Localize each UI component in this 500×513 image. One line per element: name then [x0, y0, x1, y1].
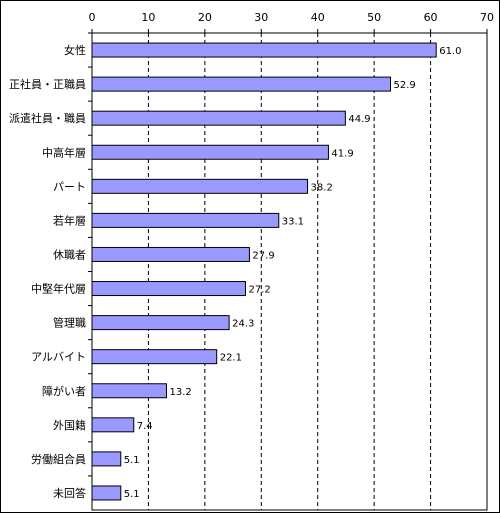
category-label: アルバイト [31, 351, 86, 364]
bar [91, 76, 392, 92]
bar [91, 417, 135, 433]
x-tick-label: 40 [311, 11, 325, 24]
category-label: 管理職 [53, 316, 86, 330]
data-label: 13.2 [169, 387, 191, 398]
bar [91, 485, 122, 501]
data-label: 22.1 [220, 353, 242, 364]
bar [91, 144, 329, 160]
category-label: 外国籍 [53, 418, 86, 432]
data-label: 41.9 [331, 148, 353, 159]
category-label: 派遣社員・職員 [9, 111, 86, 125]
category-label: 女性 [64, 43, 86, 57]
bar [91, 246, 250, 262]
bar [91, 383, 167, 399]
category-label: 休職者 [53, 248, 86, 261]
bar [91, 212, 280, 228]
x-tick-label: 70 [480, 11, 494, 24]
category-label: 中堅年代層 [31, 282, 86, 296]
data-labels: 61.0 52.9 44.9 41.9 38.2 33.1 27.9 27.2 24.3 22.1… [124, 46, 462, 500]
bar [91, 110, 346, 126]
bar [91, 281, 246, 297]
x-axis-ticks: 0 10 20 30 40 50 60 70 [89, 11, 494, 33]
category-label: 障がい者 [42, 384, 86, 398]
data-label: 24.3 [232, 319, 254, 330]
x-tick-label: 60 [424, 11, 438, 24]
data-label: 52.9 [394, 80, 416, 91]
x-tick-label: 50 [367, 11, 381, 24]
data-label: 5.1 [124, 489, 140, 500]
x-tick-label: 0 [89, 11, 96, 24]
x-tick-label: 10 [141, 11, 155, 24]
bar [91, 451, 122, 467]
category-label: 若年層 [53, 213, 86, 227]
data-label: 27.2 [248, 285, 270, 296]
bar [91, 178, 309, 194]
x-tick-label: 30 [254, 11, 268, 24]
gridlines [147, 33, 432, 510]
data-label: 44.9 [348, 114, 370, 125]
category-label: 正社員・正職員 [9, 77, 86, 91]
data-label: 61.0 [439, 46, 461, 57]
category-label: パート [53, 180, 86, 193]
x-tick-label: 20 [198, 11, 212, 24]
data-label: 7.4 [137, 421, 153, 432]
plot-area-border [91, 32, 488, 511]
category-label: 中高年層 [42, 145, 86, 159]
data-label: 33.1 [282, 216, 304, 227]
data-label: 38.2 [311, 182, 333, 193]
data-label: 27.9 [252, 250, 274, 261]
category-label: 未回答 [53, 486, 86, 500]
bar [91, 42, 437, 58]
bar [91, 315, 230, 331]
data-label: 5.1 [124, 455, 140, 466]
category-labels: 女性正社員・正職員派遣社員・職員中高年層パート若年層休職者中堅年代層管理職アルバ… [9, 32, 92, 500]
category-label: 労働組合員 [31, 452, 86, 466]
bar [91, 349, 218, 365]
